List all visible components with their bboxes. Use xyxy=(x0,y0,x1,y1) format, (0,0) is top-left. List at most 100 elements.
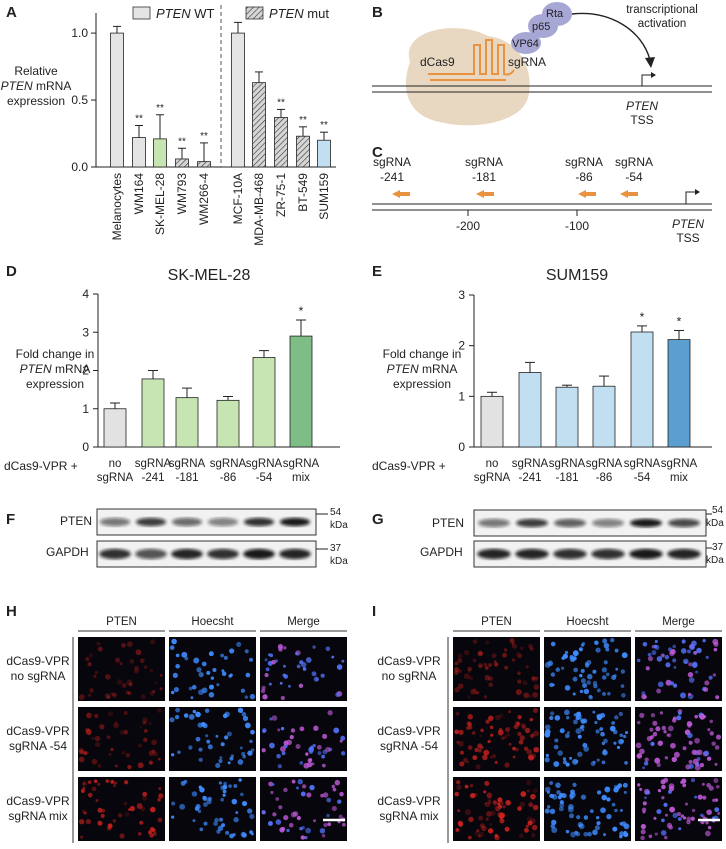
micro-cell xyxy=(551,683,555,687)
micro-cell xyxy=(706,809,712,816)
micro-cell xyxy=(188,713,195,720)
micro-cell xyxy=(477,650,483,657)
micro-cell xyxy=(709,731,714,736)
micro-cell xyxy=(153,751,159,757)
a-category-label: SK-MEL-28 xyxy=(153,173,167,235)
micro-cell xyxy=(595,815,600,820)
micro-cell xyxy=(171,815,175,819)
micro-cell xyxy=(322,792,329,798)
panel-label-g: G xyxy=(372,511,384,528)
micro-cell xyxy=(112,692,117,697)
micro-cell xyxy=(581,728,585,732)
micro-cell xyxy=(268,781,274,787)
micro-cell xyxy=(133,668,139,674)
micro-cell xyxy=(558,806,564,812)
micro-row-label-1: dCas9-VPR xyxy=(377,654,441,668)
micro-cell xyxy=(569,756,573,760)
micro-cell xyxy=(564,685,571,691)
micro-cell xyxy=(221,823,226,828)
micro-cell xyxy=(601,741,606,746)
a-ytick-label: 0.0 xyxy=(71,160,88,174)
micro-cell xyxy=(86,712,92,719)
sgrna-site-54: sgRNA -54 xyxy=(615,155,653,198)
micro-cell xyxy=(274,659,278,663)
micro-cell xyxy=(680,814,685,818)
micro-image xyxy=(453,707,540,771)
micro-cell xyxy=(714,762,718,766)
micro-cell xyxy=(481,825,487,832)
micro-cell xyxy=(286,828,290,833)
micro-cell xyxy=(332,787,337,792)
micro-cell xyxy=(669,806,676,813)
panel-label-d: D xyxy=(6,263,17,280)
micro-cell xyxy=(713,647,718,652)
micro-cell xyxy=(87,780,92,784)
micro-cell xyxy=(208,692,215,698)
micro-cell xyxy=(151,739,157,746)
a-category-label: WM164 xyxy=(132,173,146,215)
micro-cell xyxy=(304,835,308,840)
e-category-label-1: no xyxy=(486,458,499,470)
micro-cell xyxy=(463,757,468,763)
e-sig-mark: * xyxy=(677,314,682,328)
micro-cell xyxy=(502,804,506,809)
micro-cell xyxy=(550,711,555,716)
micro-cell xyxy=(126,641,133,648)
a-category-label: MDA-MB-468 xyxy=(252,173,266,246)
micro-cell xyxy=(713,641,719,647)
a-bar xyxy=(110,32,124,168)
micro-cell xyxy=(149,669,154,673)
e-bar xyxy=(480,395,504,448)
micro-cell xyxy=(479,734,483,738)
micro-cell xyxy=(600,731,605,737)
micro-cell xyxy=(300,835,305,840)
micro-cell xyxy=(521,725,527,730)
micro-cell xyxy=(275,819,282,825)
micro-cell xyxy=(523,692,530,699)
micro-cell xyxy=(331,655,335,659)
micro-cell xyxy=(706,756,712,761)
micro-cell xyxy=(191,791,198,797)
gapdh-band xyxy=(553,548,587,560)
micro-cell xyxy=(487,828,494,834)
a-bar xyxy=(252,82,266,168)
micro-cell xyxy=(454,791,460,797)
micro-cell xyxy=(520,646,524,650)
micro-cell xyxy=(119,833,125,839)
micro-cell xyxy=(475,764,481,770)
micro-cell xyxy=(298,683,304,688)
micro-cell xyxy=(322,763,326,768)
micro-cell xyxy=(261,748,266,753)
micro-cell xyxy=(152,831,157,836)
sgrna-name-54: sgRNA xyxy=(615,155,653,169)
micro-cell xyxy=(226,731,232,737)
micro-cell xyxy=(188,686,193,691)
micro-cell xyxy=(116,679,123,686)
micro-cell xyxy=(515,747,519,752)
micro-cell xyxy=(547,660,554,666)
a-category-label: SUM159 xyxy=(317,173,331,220)
micro-header: Merge xyxy=(287,616,320,628)
micro-cell xyxy=(456,784,462,791)
micro-cell xyxy=(179,803,186,810)
a-bar xyxy=(153,138,167,168)
micro-cell xyxy=(643,695,647,699)
micro-cell xyxy=(97,820,103,826)
micro-cell xyxy=(617,783,623,788)
legend-wt-swatch xyxy=(132,6,151,20)
panel-e-row-label: dCas9-VPR + xyxy=(372,459,446,473)
blot-f-pten-strip xyxy=(96,508,317,536)
micro-cell xyxy=(117,813,123,818)
micro-cell xyxy=(121,682,127,688)
micro-cell xyxy=(484,665,489,670)
micro-cell xyxy=(301,784,307,789)
micro-cell xyxy=(583,815,589,820)
d-bar xyxy=(141,378,165,448)
d-ytick-label: 3 xyxy=(82,325,89,339)
micro-cell xyxy=(567,731,570,734)
micro-cell xyxy=(526,789,530,793)
micro-cell xyxy=(529,647,534,651)
micro-cell xyxy=(527,754,533,760)
blot-g-pten-strip xyxy=(473,509,707,537)
micro-cell xyxy=(618,711,623,717)
